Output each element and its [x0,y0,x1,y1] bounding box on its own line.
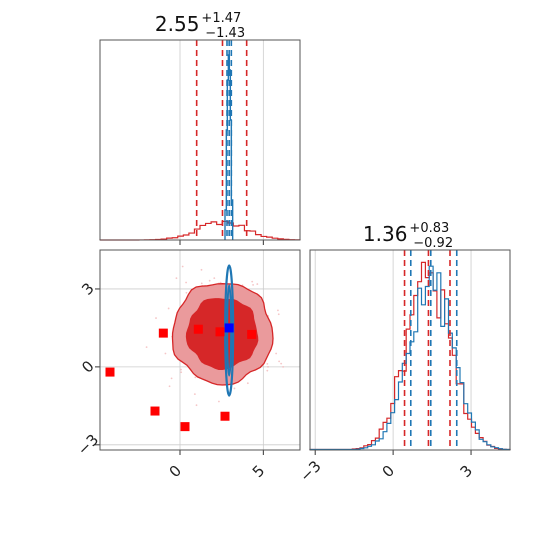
scatter-point [170,377,173,380]
scatter-point [277,309,279,312]
scatter-point [246,382,249,385]
scatter-point [200,268,203,271]
scatter-point [180,368,182,371]
scatter-point [200,282,203,285]
marginal-param1-panel [99,39,301,245]
br-frame [309,249,511,451]
scatter-point [208,279,211,282]
scatter-point [213,277,216,280]
scatter-point [180,371,183,374]
scatter-point [185,281,188,284]
scatter-point [194,376,197,379]
bl-ticklabel-y: 3 [78,279,97,298]
bl-ticklabel-x: 0 [166,462,185,481]
title-minus-error: −1.43 [205,26,245,41]
scatter-point [219,281,222,284]
param1-title: 2.55 +1.47 −1.43 [155,11,245,41]
param2-title: 1.36 +0.83 −0.92 [363,221,453,251]
scatter-point [275,352,278,355]
scatter-point [175,277,178,280]
red-marker [193,324,203,334]
scatter-point [145,346,148,348]
red-histogram-param1 [100,220,301,241]
scatter-point [167,307,170,310]
title-plus-error: +1.47 [201,11,241,26]
red-marker [105,367,115,377]
scatter-point [164,352,167,355]
blue-histogram-param2 [309,265,511,451]
scatter-point [282,365,285,368]
scatter-point [251,280,254,283]
marginal-param2-panel: −3 0 3 [296,249,511,485]
br-ticklabel-x: 0 [379,462,398,481]
scatter-point [181,265,184,268]
scatter-point [256,283,259,285]
bl-ticklabel-y: −3 [74,431,102,459]
title-minus-error: −0.92 [413,236,453,251]
scatter-point [266,363,269,365]
scatter-point [233,387,236,390]
scatter-point [155,317,157,319]
red-marker [247,329,257,339]
scatter-point [168,385,171,388]
scatter-point [278,360,281,363]
bl-ticklabel-y: 0 [78,357,97,376]
joint-panel: 0 5 −3 0 3 [74,249,301,481]
red-marker [158,328,168,338]
scatter-point [195,404,198,407]
br-ticklabel-x: 3 [457,462,476,481]
blue-marker [224,323,234,333]
red-marker [215,327,225,337]
scatter-point [218,400,220,403]
scatter-point [193,393,196,395]
scatter-point [266,369,269,372]
bl-frame [99,249,301,451]
tl-frame [99,39,301,241]
red-marker [220,411,230,421]
title-plus-error: +0.83 [409,221,449,236]
scatter-point [267,365,269,368]
scatter-point [185,291,188,294]
red-marker [180,422,190,432]
br-ticklabel-x: −3 [296,457,324,485]
scatter-point [280,362,283,365]
bl-ticklabel-x: 5 [249,462,268,481]
red-marker [150,406,160,416]
scatter-point [277,313,280,316]
title-median: 2.55 [155,12,200,36]
title-median: 1.36 [363,222,408,246]
scatter-point [252,284,254,286]
